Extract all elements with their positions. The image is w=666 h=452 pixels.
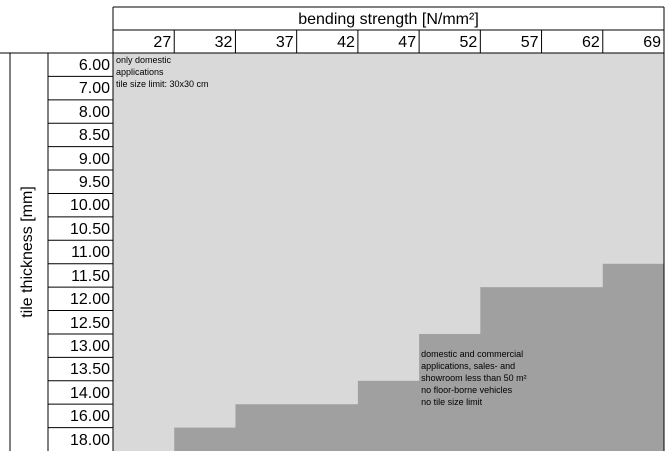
domestic-note-line: only domestic	[116, 55, 172, 65]
commercial-note-line: domestic and commercial	[421, 348, 524, 359]
domestic-zone-cell	[541, 53, 604, 288]
column-label: 42	[337, 34, 355, 51]
commercial-zone-cell	[602, 263, 665, 451]
row-label: 6.00	[78, 57, 110, 74]
domestic-zone-cell	[113, 53, 175, 451]
row-label: 12.50	[69, 314, 110, 332]
row-label: 13.00	[69, 337, 110, 355]
commercial-zone-cell	[235, 404, 298, 451]
column-label: 57	[520, 34, 539, 51]
column-label: 52	[459, 34, 478, 51]
commercial-note-line: no floor-borne vehicles	[421, 384, 513, 395]
commercial-note-line: no tile size limit	[421, 396, 483, 407]
row-label: 11.00	[71, 244, 110, 262]
column-label: 37	[275, 34, 294, 51]
domestic-zone-cell	[480, 53, 543, 288]
row-label: 18.00	[69, 431, 110, 449]
x-axis-title: bending strength [N/mm²]	[298, 11, 479, 28]
column-label: 47	[398, 34, 417, 51]
row-label: 10.50	[69, 220, 110, 238]
column-label: 32	[214, 34, 233, 51]
domestic-zone-cell	[174, 53, 236, 428]
domestic-zone-note: only domestic applications tile size lim…	[116, 54, 209, 90]
commercial-zone-cell	[174, 427, 236, 451]
y-axis-title: tile thickness [mm]	[19, 186, 36, 318]
column-label: 69	[643, 34, 661, 51]
domestic-zone-cell	[235, 53, 298, 405]
column-label: 27	[153, 34, 172, 51]
row-label: 12.00	[69, 291, 110, 309]
commercial-note-line: showroom less than 50 m²	[421, 372, 527, 383]
row-label: 9.00	[78, 150, 110, 168]
row-label: 16.00	[69, 408, 110, 426]
row-label: 10.00	[69, 197, 110, 215]
domestic-zone-cell	[419, 53, 481, 334]
domestic-note-line: tile size limit: 30x30 cm	[116, 79, 209, 89]
domestic-zone-cell	[296, 53, 359, 405]
commercial-zone-cell	[357, 380, 420, 451]
row-label: 9.50	[78, 174, 110, 192]
row-label: 14.00	[69, 384, 110, 402]
row-label: 8.00	[78, 103, 110, 121]
row-label: 7.00	[78, 80, 110, 98]
commercial-zone-cell	[419, 333, 481, 451]
row-label: 11.50	[71, 267, 110, 285]
commercial-note-line: applications, sales- and	[421, 360, 516, 371]
domestic-note-line: applications	[116, 67, 164, 77]
domestic-zone-cell	[602, 53, 665, 264]
commercial-zone-cell	[541, 287, 604, 451]
row-label: 8.50	[78, 127, 110, 145]
commercial-zone-cell	[480, 287, 543, 451]
commercial-zone-cell	[296, 404, 359, 451]
domestic-zone-cell	[357, 53, 420, 381]
column-label: 62	[581, 34, 600, 51]
row-label: 13.50	[69, 361, 110, 379]
commercial-zone-note: domestic and commercial applications, sa…	[421, 348, 527, 408]
